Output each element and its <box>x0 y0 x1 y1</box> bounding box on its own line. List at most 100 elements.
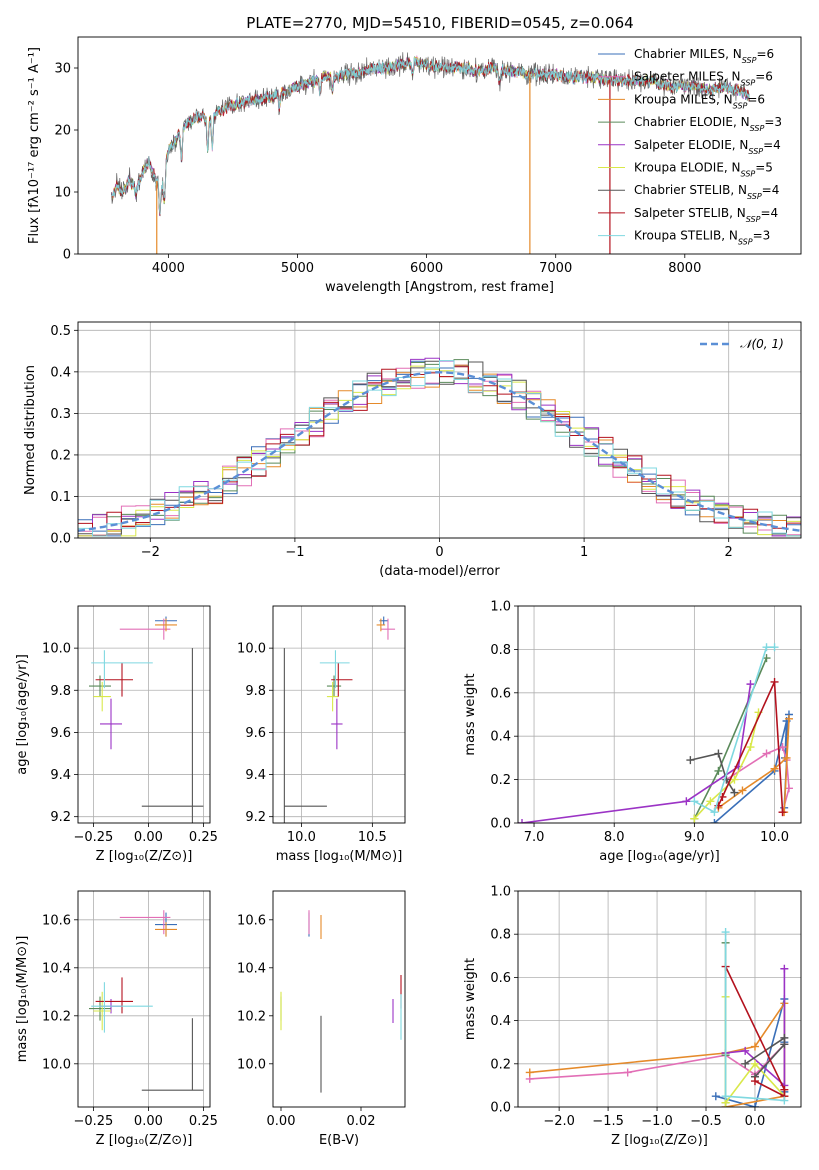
legend-entry-chabrier-miles: Chabrier MILES, NSSP=6 <box>634 47 774 65</box>
weight-series-marker <box>741 1059 750 1068</box>
y-tick-label: 1.0 <box>490 600 511 615</box>
x-tick-label: −1.5 <box>592 1114 624 1129</box>
y-tick-label: 9.2 <box>245 810 266 825</box>
x-tick-label: 0 <box>435 545 443 560</box>
x-axis-label: Z [log₁₀(Z/Z⊙)] <box>611 1133 708 1148</box>
axes-frame <box>77 36 802 255</box>
x-tick-label: 0.00 <box>267 1114 296 1129</box>
weight-series-marker <box>782 753 791 762</box>
y-tick-label: 9.2 <box>50 810 71 825</box>
weight-series-marker <box>750 1103 759 1107</box>
x-tick-label: −2.0 <box>543 1114 575 1129</box>
x-tick-label: 8000 <box>668 261 701 276</box>
errorbar-point <box>89 996 111 1021</box>
axes-age-vs-mass: 10.0 10.5 9.2 9.4 9.6 9.8 10.0 mass [log₁₀(M/M⊙… <box>237 605 406 864</box>
axes-age-vs-Z: −0.25 0.00 0.25 9.2 9.4 9.6 9.8 10.0 Z [log₁₀(Z/… <box>15 605 218 864</box>
y-tick-label: 10.2 <box>42 1009 71 1024</box>
weight-series-marker <box>722 775 731 784</box>
errorbar-point <box>119 910 171 935</box>
weight-series-marker <box>525 1068 534 1077</box>
y-tick-label: 0.2 <box>490 773 511 788</box>
weight-series-marker <box>746 680 755 689</box>
legend-entry-kroupa-miles: Kroupa MILES, NSSP=6 <box>634 92 765 110</box>
weight-series-marker <box>721 928 730 937</box>
x-tick-label: 10.5 <box>358 830 387 845</box>
weight-series-line <box>521 683 752 823</box>
x-axis-label: E(B-V) <box>319 1133 359 1148</box>
y-tick-label: 30 <box>54 62 71 77</box>
weight-series-marker <box>682 797 691 806</box>
errorbar-point <box>380 618 396 640</box>
axes-mass-vs-Z: −0.25 0.00 0.25 10.0 10.2 10.4 10.6 Z [log₁₀(Z/… <box>15 890 218 1148</box>
y-axis-label: Flux [fλ10⁻¹⁷ erg cm⁻² s⁻¹ A⁻¹] <box>27 47 42 244</box>
figure-title: PLATE=2770, MJD=54510, FIBERID=0545, z=0… <box>246 14 633 32</box>
y-tick-label: 9.4 <box>50 768 71 783</box>
x-tick-label: 10.0 <box>760 830 789 845</box>
legend-normal-label: 𝒩(0, 1) <box>740 337 784 351</box>
y-axis-label: mass weight <box>463 958 478 1040</box>
x-tick-label: 10.0 <box>287 830 316 845</box>
y-tick-label: 9.8 <box>50 684 71 699</box>
weight-series-line <box>717 681 784 813</box>
weight-series-marker <box>690 814 699 823</box>
x-tick-label: 1 <box>580 545 588 560</box>
errorbar-point <box>283 648 327 823</box>
weight-series-marker <box>770 643 779 652</box>
weight-series-marker <box>721 1092 730 1101</box>
x-tick-label: 0.25 <box>189 1114 218 1129</box>
y-tick-label: 0.1 <box>50 490 71 505</box>
y-tick-label: 9.8 <box>245 684 266 699</box>
weight-series-marker <box>714 749 723 758</box>
x-tick-label: 0.00 <box>134 830 163 845</box>
y-axis-label: Normed distribution <box>23 365 38 495</box>
axes-frame <box>77 321 802 539</box>
x-tick-label: 0.25 <box>189 830 218 845</box>
x-tick-label: −0.25 <box>73 830 113 845</box>
y-tick-label: 0.0 <box>490 1101 511 1116</box>
axes-frame <box>272 890 406 1108</box>
weight-series-marker <box>711 1092 720 1101</box>
x-tick-label: −0.25 <box>73 1114 113 1129</box>
weight-series-marker <box>714 766 723 775</box>
y-axis-label: mass [log₁₀(M/M⊙)] <box>15 936 30 1063</box>
y-tick-label: 9.6 <box>245 726 266 741</box>
weight-series-marker <box>686 756 695 765</box>
spectrum-series-line <box>111 57 750 215</box>
weight-series-line <box>725 745 790 813</box>
axes-weight-vs-Z: −2.0 −1.5 −1.0 −0.5 0.0 0.0 0.2 0.4 0.6 0.8 1.0 Z [… <box>463 885 802 1148</box>
x-axis-label: (data-model)/error <box>379 564 500 579</box>
y-tick-label: 0.0 <box>490 817 511 832</box>
errorbar-point <box>95 977 133 1014</box>
y-tick-label: 10.6 <box>42 913 71 928</box>
y-tick-label: 0.2 <box>490 1057 511 1072</box>
x-tick-label: −1.0 <box>641 1114 673 1129</box>
y-tick-label: 10.6 <box>237 913 266 928</box>
errorbar-point <box>326 675 342 697</box>
errorbar-point <box>89 675 111 697</box>
legend-entry-salpeter-miles: Salpeter MILES, NSSP=6 <box>634 70 773 88</box>
axes-frame <box>272 605 406 824</box>
errorbar-point <box>91 650 153 689</box>
weight-series-marker <box>770 677 779 686</box>
weight-series-marker <box>750 1059 759 1068</box>
x-tick-label: 6000 <box>410 261 443 276</box>
errorbar-point <box>155 618 177 632</box>
weight-series-marker <box>780 964 789 973</box>
errorbar-point <box>91 982 153 1033</box>
y-tick-label: 10.0 <box>42 1057 71 1072</box>
histogram-series <box>78 357 801 537</box>
y-tick-label: 10.0 <box>237 642 266 657</box>
y-tick-label: 0.6 <box>490 971 511 986</box>
x-tick-label: −0.5 <box>690 1114 722 1129</box>
y-tick-label: 0.3 <box>50 407 71 422</box>
weight-series-marker <box>746 743 755 752</box>
y-tick-label: 9.4 <box>245 768 266 783</box>
y-tick-label: 10.0 <box>42 642 71 657</box>
legend-entry-kroupa-elodie: Kroupa ELODIE, NSSP=5 <box>634 161 773 179</box>
axes-frame <box>517 890 802 1108</box>
errorbar-point <box>155 922 177 937</box>
weight-series-line <box>529 1000 786 1107</box>
errorbar-point <box>141 648 204 823</box>
weight-series-marker <box>784 784 793 793</box>
axes-frame <box>77 890 211 1108</box>
